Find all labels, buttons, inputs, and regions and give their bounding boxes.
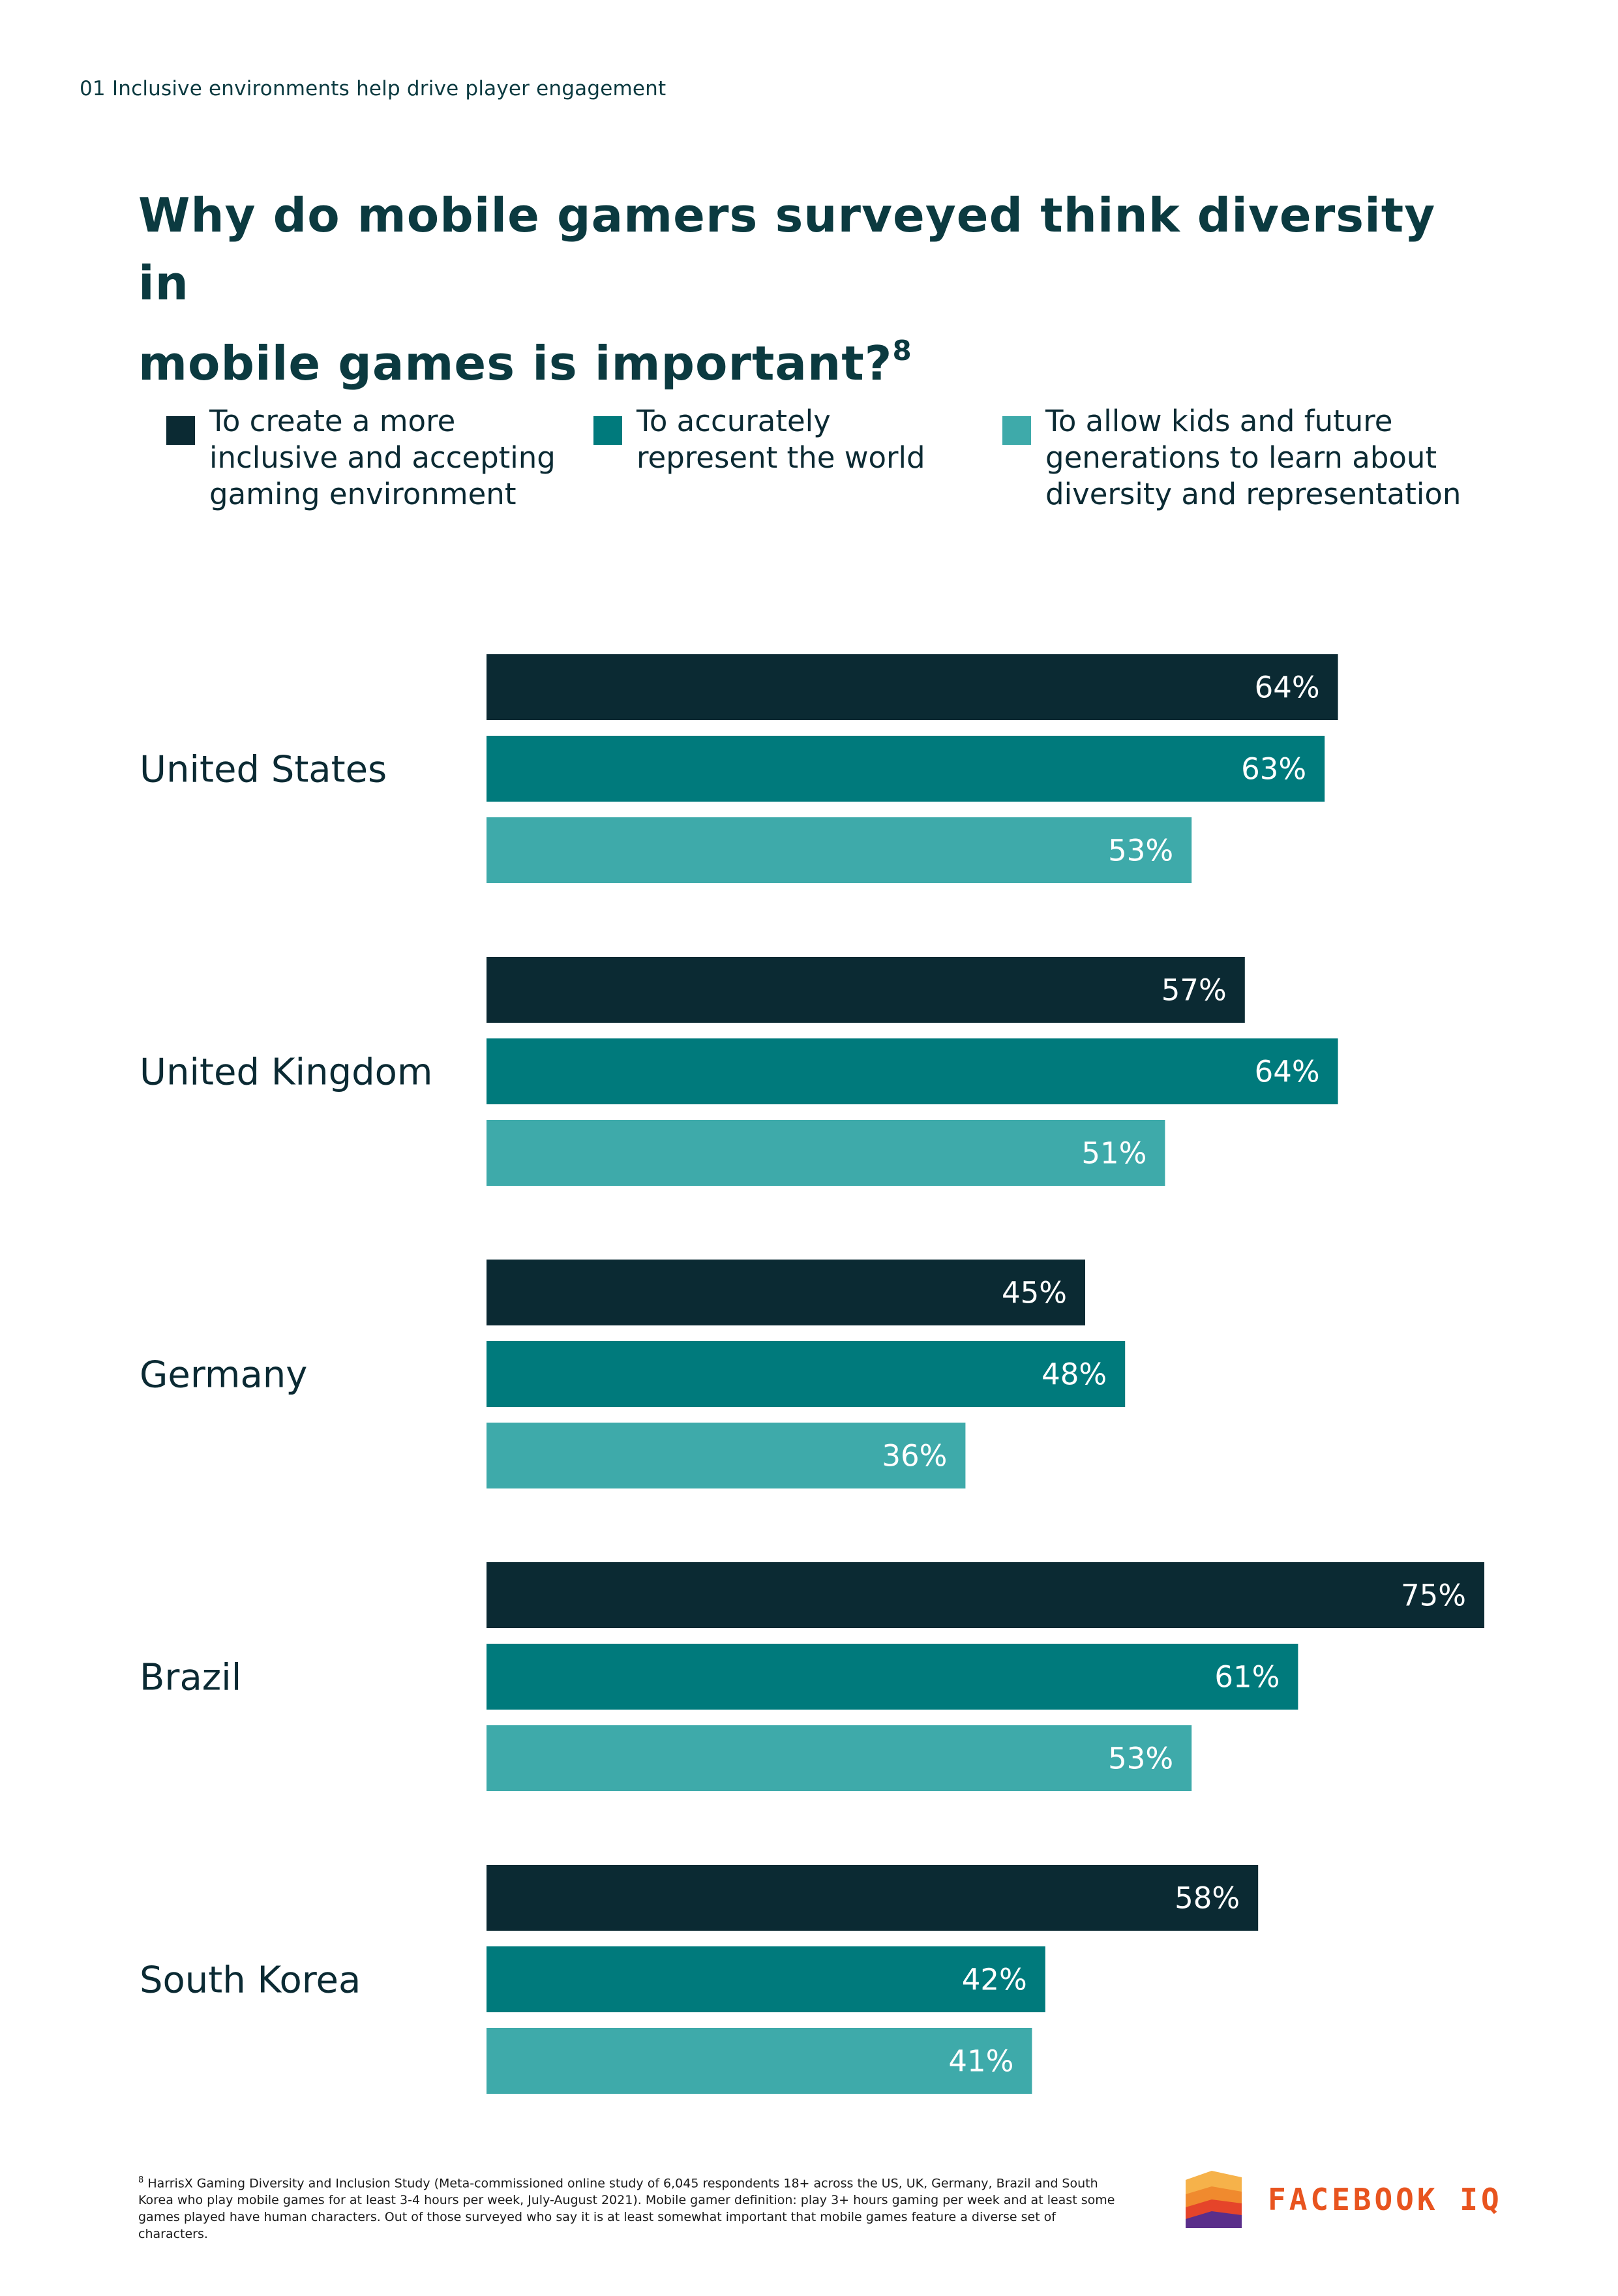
bar-united-kingdom-series-3 bbox=[487, 1120, 1165, 1186]
bar-united-kingdom-series-2 bbox=[487, 1038, 1338, 1104]
bar-south-korea-series-2 bbox=[487, 1946, 1045, 2012]
bar-united-states-series-1 bbox=[487, 654, 1338, 720]
facebook-iq-logo: FACEBOOK IQ bbox=[1186, 2171, 1503, 2228]
legend-swatch-1 bbox=[166, 416, 195, 445]
legend-item-1: To create a more inclusive and accepting… bbox=[166, 403, 556, 513]
legend-label-1: To create a more inclusive and accepting… bbox=[209, 404, 556, 511]
data-label-germany-series-1: 45% bbox=[1002, 1276, 1067, 1310]
footnote: 8 HarrisX Gaming Diversity and Inclusion… bbox=[138, 2172, 1116, 2243]
bar-germany-series-2 bbox=[487, 1341, 1126, 1407]
legend-label-2: To accurately represent the world bbox=[637, 404, 925, 475]
footnote-text: HarrisX Gaming Diversity and Inclusion S… bbox=[138, 2176, 1115, 2242]
legend-item-3: To allow kids and future generations to … bbox=[1002, 403, 1461, 513]
category-label-germany: Germany bbox=[140, 1354, 307, 1397]
bar-chart: United States 64% 63% 53% United Kingdom 57% 6… bbox=[140, 654, 1484, 2094]
footnote-mark: 8 bbox=[138, 2175, 144, 2185]
logo-text: FACEBOOK IQ bbox=[1268, 2182, 1503, 2217]
data-label-united-states-series-2: 63% bbox=[1241, 752, 1306, 787]
legend-label-3: To allow kids and future generations to … bbox=[1045, 404, 1461, 511]
bar-brazil-series-3 bbox=[487, 1725, 1192, 1791]
legend-swatch-2 bbox=[593, 416, 622, 445]
data-label-south-korea-series-2: 42% bbox=[962, 1963, 1027, 1997]
bar-germany-series-1 bbox=[487, 1260, 1085, 1325]
data-label-united-states-series-3: 53% bbox=[1108, 834, 1173, 868]
bar-united-states-series-3 bbox=[487, 817, 1192, 883]
bar-brazil-series-1 bbox=[487, 1562, 1484, 1628]
bar-united-kingdom-series-1 bbox=[487, 957, 1245, 1023]
bar-germany-series-3 bbox=[487, 1423, 966, 1488]
section-label: 01 Inclusive environments help drive pla… bbox=[80, 77, 667, 100]
chart-title: Why do mobile gamers surveyed think dive… bbox=[138, 181, 1443, 397]
data-label-germany-series-2: 48% bbox=[1041, 1357, 1107, 1392]
title-footnote-mark: 8 bbox=[892, 335, 912, 367]
data-label-united-states-series-1: 64% bbox=[1255, 671, 1320, 705]
bar-united-states-series-2 bbox=[487, 736, 1325, 802]
bar-brazil-series-2 bbox=[487, 1644, 1298, 1710]
bar-south-korea-series-3 bbox=[487, 2028, 1032, 2094]
data-label-united-kingdom-series-3: 51% bbox=[1081, 1136, 1146, 1171]
data-label-brazil-series-1: 75% bbox=[1401, 1578, 1466, 1613]
data-label-united-kingdom-series-1: 57% bbox=[1161, 973, 1227, 1008]
data-label-brazil-series-3: 53% bbox=[1108, 1742, 1173, 1776]
bar-south-korea-series-1 bbox=[487, 1865, 1259, 1931]
data-label-south-korea-series-3: 41% bbox=[948, 2044, 1013, 2079]
category-label-united-states: United States bbox=[140, 749, 387, 791]
category-label-brazil: Brazil bbox=[140, 1657, 241, 1699]
category-label-south-korea: South Korea bbox=[140, 1959, 361, 2002]
title-line-2: mobile games is important? bbox=[138, 336, 893, 391]
data-label-united-kingdom-series-2: 64% bbox=[1255, 1055, 1320, 1089]
data-label-germany-series-3: 36% bbox=[882, 1439, 947, 1473]
data-label-south-korea-series-1: 58% bbox=[1175, 1881, 1240, 1916]
title-line-1: Why do mobile gamers surveyed think dive… bbox=[138, 188, 1436, 310]
legend-swatch-3 bbox=[1002, 416, 1031, 445]
category-label-united-kingdom: United Kingdom bbox=[140, 1051, 432, 1094]
legend-item-2: To accurately represent the world bbox=[593, 403, 925, 476]
facebook-iq-logo-icon bbox=[1186, 2171, 1242, 2228]
data-label-brazil-series-2: 61% bbox=[1214, 1660, 1280, 1695]
